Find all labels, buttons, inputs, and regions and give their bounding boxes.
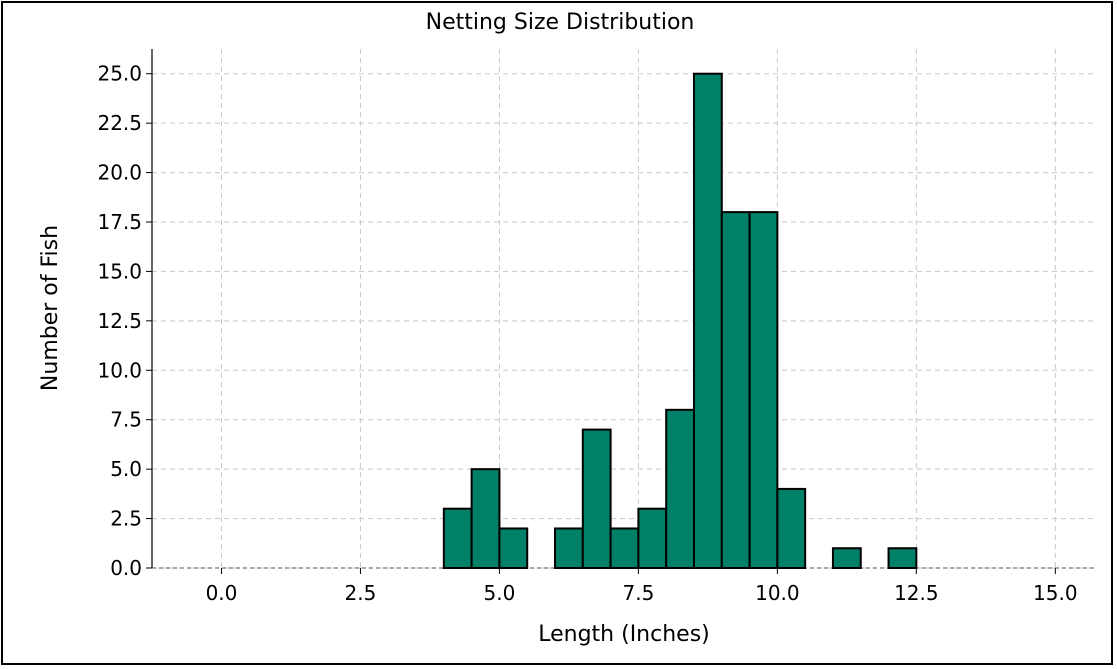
- histogram-bar: [692, 72, 723, 569]
- histogram-bar: [609, 527, 640, 570]
- histogram-bar: [720, 211, 751, 569]
- x-tick-label: 15.0: [1033, 581, 1078, 605]
- histogram-bar: [581, 428, 612, 569]
- y-tick-label: 20.0: [97, 161, 142, 185]
- y-tick-label: 0.0: [110, 556, 142, 580]
- x-axis-ticks: 0.0 2.5 5.0 7.5 10.0 12.5 15.0: [206, 568, 1078, 605]
- x-tick-label: 10.0: [755, 581, 800, 605]
- y-tick-label: 12.5: [97, 309, 142, 333]
- y-tick-label: 2.5: [110, 507, 142, 531]
- y-tick-label: 25.0: [97, 62, 142, 86]
- x-tick-label: 2.5: [345, 581, 377, 605]
- grid-lines: [152, 49, 1097, 569]
- histogram-bar: [470, 468, 501, 569]
- y-tick-label: 5.0: [110, 457, 142, 481]
- histogram-bar: [776, 487, 807, 569]
- y-tick-label: 17.5: [97, 210, 142, 234]
- histogram-bar: [498, 527, 529, 570]
- y-tick-label: 7.5: [110, 408, 142, 432]
- histogram-bar: [887, 547, 918, 570]
- y-axis-label: Number of Fish: [38, 225, 63, 391]
- x-tick-label: 7.5: [622, 581, 654, 605]
- histogram-bar: [637, 507, 668, 569]
- histogram-bar: [554, 527, 584, 570]
- y-tick-label: 22.5: [97, 111, 142, 135]
- x-tick-label: 0.0: [206, 581, 238, 605]
- y-tick-label: 15.0: [97, 259, 142, 283]
- chart-title: Netting Size Distribution: [426, 10, 695, 35]
- x-tick-label: 12.5: [894, 581, 939, 605]
- y-tick-label: 10.0: [97, 358, 142, 382]
- histogram-bar: [665, 408, 695, 570]
- histogram-bar: [748, 211, 779, 569]
- x-axis-label: Length (Inches): [538, 622, 710, 647]
- y-axis-ticks: 0.0 2.5 5.0 7.5 10.0 12.5 15.0 17.5 20.0 22.5 25.0: [97, 62, 152, 580]
- histogram-bar: [831, 547, 862, 570]
- x-tick-label: 5.0: [484, 581, 516, 605]
- histogram-bars: [442, 72, 918, 570]
- histogram-bar: [442, 507, 473, 569]
